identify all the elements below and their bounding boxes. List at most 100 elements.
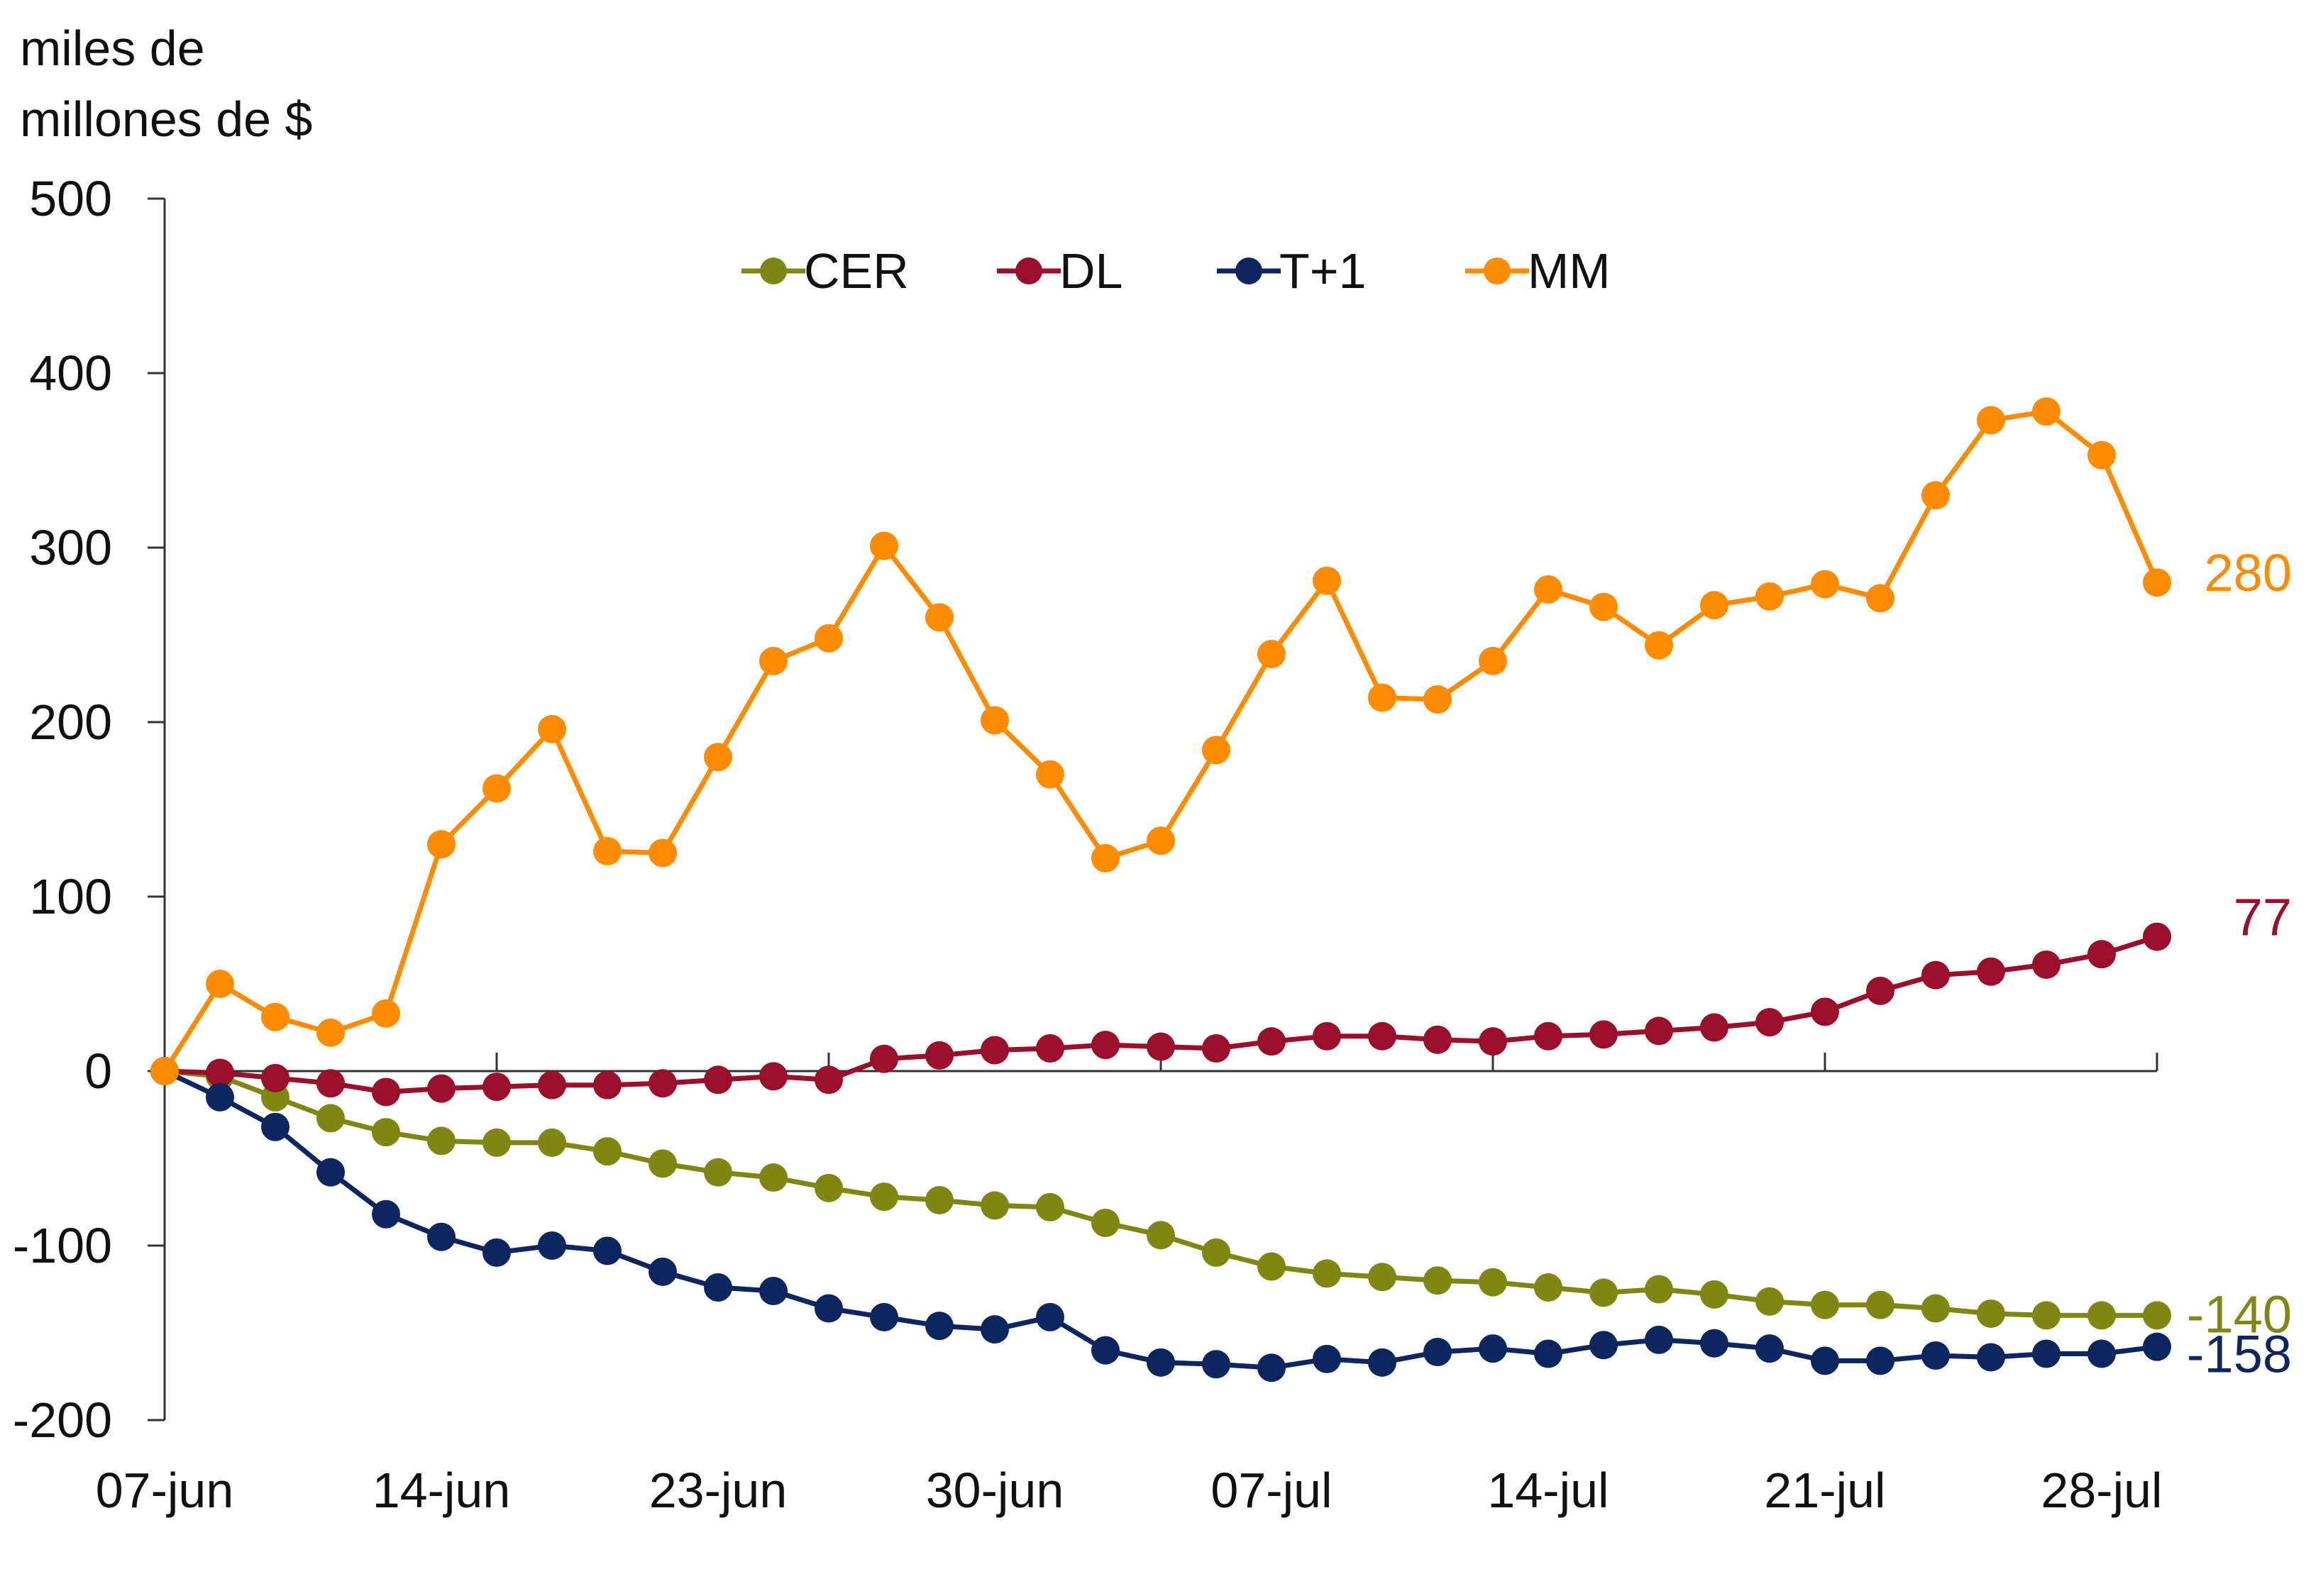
data-point-mm [482,774,511,803]
data-point-mm [1811,570,1839,599]
data-point-dl [981,1036,1009,1065]
data-point-cer [1755,1287,1784,1316]
data-point-mm [150,1057,179,1085]
data-point-cer [649,1149,677,1178]
data-point-t1 [372,1199,400,1229]
data-point-t1 [815,1294,843,1323]
data-point-cer [1811,1290,1839,1319]
data-point-dl [1700,1013,1728,1042]
data-point-dl [649,1069,677,1098]
data-point-cer [2087,1301,2116,1330]
data-point-cer [1091,1209,1120,1238]
data-point-mm [1589,592,1618,621]
legend-item-mm: MM [1465,243,1611,299]
y-tick-label: 100 [29,869,112,924]
y-axis-unit-label: miles de millones de $ [20,13,312,155]
data-point-dl [1147,1032,1175,1061]
data-point-dl [1755,1008,1784,1037]
y-tick-label: 0 [84,1043,112,1099]
data-point-cer [1479,1268,1507,1297]
data-point-t1 [1257,1353,1286,1382]
data-point-dl [2032,950,2060,979]
data-point-cer [538,1128,566,1157]
data-point-cer [1313,1259,1341,1288]
data-point-dl [759,1062,788,1091]
x-tick-label: 23-jun [649,1463,788,1518]
data-point-t1 [1534,1339,1562,1368]
legend-marker [1235,257,1262,284]
data-point-mm [2143,568,2171,597]
end-label: -140 [2187,1285,2292,1343]
data-point-mm [2087,440,2116,470]
data-point-t1 [538,1231,566,1260]
data-point-mm [1202,736,1230,765]
legend: CER DL T+1 MM [741,243,1611,299]
data-point-mm [1257,640,1286,669]
data-point-mm [1368,683,1396,712]
axes: -200 -100 0 100 200 300 400 500 07-jun 14-jun 23-j… [13,171,2163,1518]
data-point-t1 [1755,1334,1784,1363]
data-point-mm [925,603,954,632]
data-point-t1 [1423,1338,1452,1367]
data-point-cer [759,1163,788,1192]
data-point-dl [1977,957,2005,986]
data-point-t1 [1977,1343,2005,1372]
data-point-cer [925,1186,954,1215]
data-point-mm [759,646,788,675]
data-point-cer [1423,1266,1452,1295]
legend-item-t1: T+1 [1217,243,1367,299]
x-tick-label: 28-jul [2041,1463,2162,1518]
data-point-t1 [1645,1325,1673,1354]
data-point-mm [870,531,898,560]
data-point-t1 [1866,1346,1894,1375]
data-point-dl [427,1074,456,1103]
end-labels: -140 77 -158 280 [2187,543,2292,1383]
data-point-t1 [1700,1329,1728,1358]
data-point-mm [981,706,1009,735]
data-point-dl [1811,997,1839,1026]
data-point-t1 [981,1315,1009,1344]
legend-item-cer: CER [741,243,909,299]
series-t1 [150,1057,2171,1382]
data-point-t1 [1036,1302,1064,1331]
data-point-dl [2087,940,2116,969]
data-point-dl [704,1065,732,1095]
data-point-cer [482,1128,511,1157]
y-tick-label: -100 [13,1218,112,1273]
data-point-cer [815,1173,843,1202]
data-point-dl [1645,1016,1673,1046]
legend-label: MM [1528,243,1611,299]
data-point-cer [316,1104,345,1133]
data-point-mm [593,837,622,866]
data-point-dl [1921,960,1950,990]
data-point-mm [1534,575,1562,604]
data-point-t1 [2143,1332,2171,1361]
series-line-t1 [163,1068,2158,1370]
data-point-dl [538,1070,566,1099]
data-point-cer [593,1137,622,1166]
data-point-t1 [1091,1336,1120,1365]
data-point-dl [1257,1027,1286,1056]
data-point-dl [593,1070,622,1099]
series-mm [150,397,2171,1085]
y-tick-label: -200 [13,1392,112,1448]
data-point-mm [815,624,843,653]
data-point-cer [1534,1273,1562,1302]
data-point-cer [1036,1192,1064,1221]
data-point-t1 [925,1312,954,1341]
y-tick-label: 400 [29,345,112,401]
data-point-cer [704,1158,732,1187]
data-point-mm [1921,481,1950,510]
legend-label: T+1 [1279,243,1367,299]
data-point-mm [1645,631,1673,660]
legend-marker [1015,257,1042,284]
data-point-dl [1589,1020,1618,1049]
data-point-mm [372,999,400,1028]
data-point-cer [1977,1299,2005,1328]
data-point-cer [1257,1252,1286,1281]
data-point-dl [206,1058,234,1087]
end-label: 77 [2234,888,2292,947]
data-point-t1 [1811,1346,1839,1375]
data-point-t1 [261,1112,289,1141]
